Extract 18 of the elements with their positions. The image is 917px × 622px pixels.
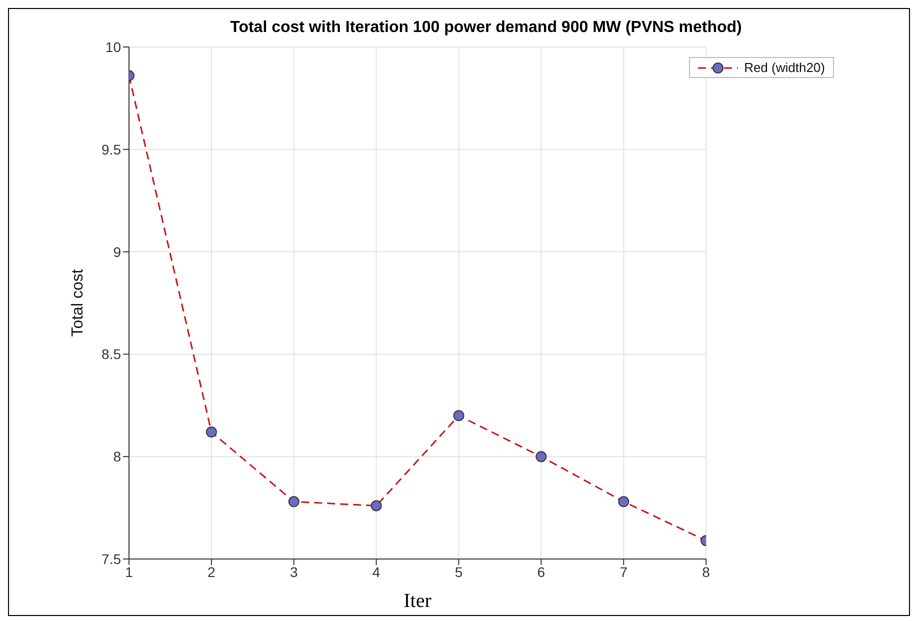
x-tick-label: 5 bbox=[454, 564, 463, 580]
chart-title: Total cost with Iteration 100 power demand 900 MW (PVNS method) bbox=[229, 19, 743, 37]
legend-label: Red (width20) bbox=[744, 60, 825, 75]
x-tick-label: 3 bbox=[290, 564, 298, 580]
x-tick-label: 7 bbox=[620, 564, 628, 580]
x-tick-label: 4 bbox=[372, 564, 380, 580]
x-tick-label: 1 bbox=[125, 564, 134, 580]
x-tick-label: 6 bbox=[537, 564, 546, 580]
y-tick-label: 7.5 bbox=[102, 550, 122, 567]
y-tick-label: 9.5 bbox=[102, 141, 122, 158]
y-tick-label: 10 bbox=[105, 38, 122, 55]
x-axis-title: Iter bbox=[404, 590, 432, 612]
y-axis-title: Total cost bbox=[70, 268, 87, 337]
y-tick-label: 9 bbox=[113, 244, 122, 260]
y-tick-label: 8 bbox=[113, 448, 122, 465]
x-tick-label: 2 bbox=[208, 564, 216, 580]
x-tick-label: 8 bbox=[702, 564, 710, 580]
y-tick-label: 8.5 bbox=[102, 346, 122, 362]
